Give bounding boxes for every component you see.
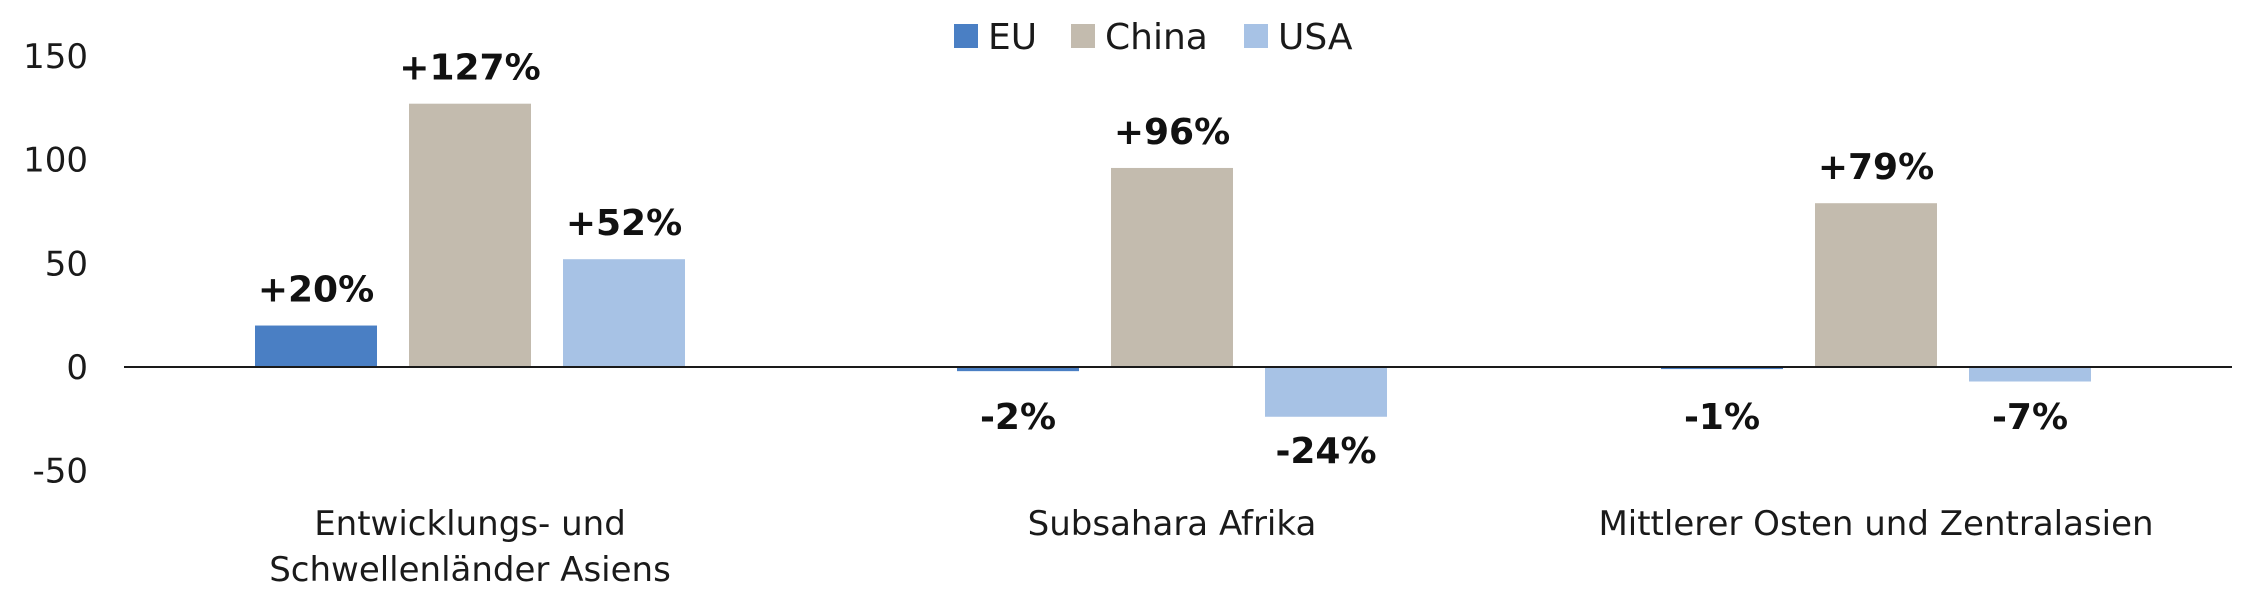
legend-label-china: China [1105, 17, 1208, 58]
category-label: Entwicklungs- und [314, 504, 626, 544]
category-label: Mittlerer Osten und Zentralasien [1598, 504, 2153, 544]
y-tick-label: 150 [23, 37, 88, 77]
data-label: -2% [980, 397, 1056, 438]
data-label: -24% [1275, 431, 1376, 472]
bar-eu-1 [957, 367, 1079, 372]
category-label: Schwellenländer Asiens [269, 550, 671, 590]
x-axis-categories: Entwicklungs- und Schwellenländer Asiens S… [269, 504, 2153, 590]
y-tick-label: 100 [23, 141, 88, 181]
data-label: +96% [1114, 112, 1230, 153]
y-axis: 150 100 50 0 -50 [23, 37, 88, 492]
bar-usa-1 [1265, 367, 1387, 417]
data-label: -1% [1684, 397, 1760, 438]
legend: EU China USA [954, 17, 1353, 58]
y-tick-label: 0 [66, 348, 88, 388]
bar-china-2 [1815, 203, 1937, 367]
bar-eu-2 [1661, 367, 1783, 370]
bars [255, 103, 2091, 417]
data-label: +52% [566, 203, 682, 244]
bar-china-1 [1111, 167, 1233, 367]
data-labels: +20% -2% -1% +127% +96% +79% +52% -24% -7% [258, 48, 2068, 472]
legend-swatch-china [1071, 24, 1095, 48]
legend-label-eu: EU [988, 17, 1037, 58]
y-tick-label: -50 [32, 452, 88, 492]
bar-usa-0 [563, 259, 685, 367]
data-label: +127% [399, 48, 540, 89]
bar-usa-2 [1969, 367, 2091, 382]
bar-china-0 [409, 103, 531, 367]
legend-swatch-eu [954, 24, 978, 48]
category-label: Subsahara Afrika [1028, 504, 1317, 544]
legend-swatch-usa [1244, 24, 1268, 48]
data-label: +79% [1818, 147, 1934, 188]
data-label: -7% [1992, 397, 2068, 438]
bar-eu-0 [255, 325, 377, 367]
y-tick-label: 50 [45, 244, 88, 284]
legend-label-usa: USA [1278, 17, 1353, 58]
data-label: +20% [258, 270, 374, 311]
